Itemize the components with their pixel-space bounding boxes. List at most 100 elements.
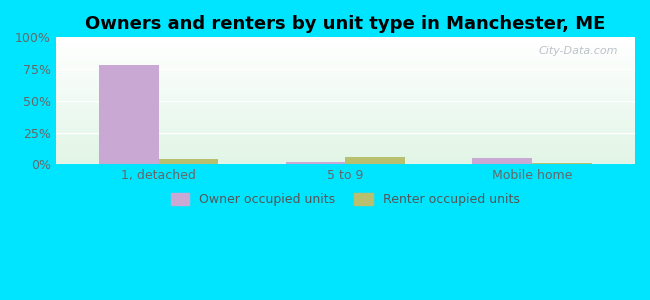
Bar (56, 110, 635, 111)
Bar (56, 142, 635, 143)
Bar (56, 107, 635, 108)
Bar (56, 145, 635, 146)
Bar (56, 83, 635, 84)
Bar (56, 104, 635, 105)
Legend: Owner occupied units, Renter occupied units: Owner occupied units, Renter occupied un… (166, 188, 525, 211)
Bar (56, 90, 635, 91)
Bar (345, 157, 405, 164)
Bar (56, 120, 635, 121)
Bar (56, 46, 635, 47)
Bar (56, 111, 635, 112)
Bar (56, 123, 635, 124)
Title: Owners and renters by unit type in Manchester, ME: Owners and renters by unit type in Manch… (85, 15, 606, 33)
Bar (56, 92, 635, 93)
Bar (56, 61, 635, 62)
Bar (56, 87, 635, 88)
Bar (56, 79, 635, 80)
Bar (56, 62, 635, 63)
Bar (56, 94, 635, 95)
Bar (56, 37, 635, 38)
Bar (56, 78, 635, 79)
Bar (532, 163, 592, 164)
Bar (56, 116, 635, 117)
Bar (56, 89, 635, 90)
Bar (56, 109, 635, 110)
Bar (56, 65, 635, 66)
Bar (56, 81, 635, 82)
Bar (56, 80, 635, 81)
Bar (56, 49, 635, 50)
Bar (56, 93, 635, 94)
Bar (56, 40, 635, 41)
Bar (56, 97, 635, 98)
Bar (56, 86, 635, 87)
Bar (56, 125, 635, 126)
Bar (56, 67, 635, 68)
Bar (56, 134, 635, 135)
Bar (56, 72, 635, 73)
Bar (56, 51, 635, 52)
Bar (56, 42, 635, 43)
Bar (56, 77, 635, 78)
Bar (56, 118, 635, 119)
Bar (56, 40, 635, 41)
Bar (56, 135, 635, 136)
Bar (56, 59, 635, 60)
Bar (56, 63, 635, 64)
Bar (56, 133, 635, 134)
Bar (56, 132, 635, 133)
Bar (56, 141, 635, 142)
Bar (56, 143, 635, 144)
Bar (56, 85, 635, 86)
Bar (56, 150, 635, 151)
Bar (56, 153, 635, 154)
Bar (56, 136, 635, 137)
Bar (473, 158, 532, 164)
Bar (56, 154, 635, 155)
Bar (56, 102, 635, 103)
Bar (56, 128, 635, 129)
Bar (56, 99, 635, 100)
Bar (56, 155, 635, 156)
Bar (56, 45, 635, 46)
Bar (56, 160, 635, 161)
Bar (56, 122, 635, 123)
Bar (56, 163, 635, 164)
Bar (56, 57, 635, 58)
Bar (56, 156, 635, 157)
Bar (56, 100, 635, 101)
Bar (99, 65, 159, 164)
Bar (56, 126, 635, 127)
Bar (56, 71, 635, 72)
Bar (56, 91, 635, 92)
Bar (56, 47, 635, 48)
Bar (56, 157, 635, 158)
Bar (56, 50, 635, 51)
Bar (56, 108, 635, 109)
Bar (56, 137, 635, 138)
Bar (56, 152, 635, 153)
Bar (56, 115, 635, 116)
Bar (56, 54, 635, 55)
Bar (56, 95, 635, 96)
Bar (56, 149, 635, 150)
Bar (56, 119, 635, 120)
Bar (56, 113, 635, 114)
Bar (56, 105, 635, 106)
Bar (56, 112, 635, 113)
Text: City-Data.com: City-Data.com (538, 46, 617, 56)
Bar (56, 146, 635, 147)
Bar (56, 38, 635, 39)
Bar (56, 124, 635, 125)
Bar (56, 41, 635, 42)
Bar (56, 56, 635, 57)
Bar (56, 76, 635, 77)
Bar (159, 159, 218, 164)
Bar (56, 88, 635, 89)
Bar (56, 159, 635, 160)
Bar (56, 55, 635, 56)
Bar (56, 139, 635, 140)
Bar (56, 117, 635, 118)
Bar (56, 64, 635, 65)
Bar (56, 53, 635, 54)
